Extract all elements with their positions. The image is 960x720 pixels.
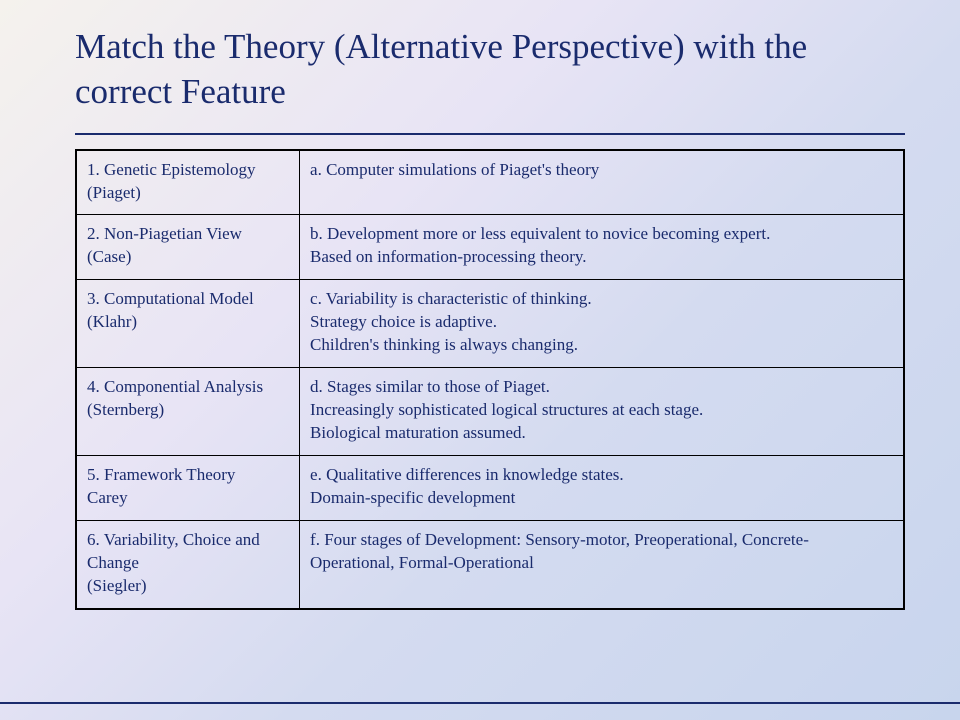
table-row: 6. Variability, Choice and Change(Siegle… xyxy=(76,520,904,608)
feature-cell: a. Computer simulations of Piaget's theo… xyxy=(300,150,904,215)
theory-feature-table: 1. Genetic Epistemology (Piaget) a. Comp… xyxy=(75,149,905,610)
theory-cell: 3. Computational Model(Klahr) xyxy=(76,280,300,368)
feature-cell: e. Qualitative differences in knowledge … xyxy=(300,455,904,520)
slide-title: Match the Theory (Alternative Perspectiv… xyxy=(75,25,905,115)
table-row: 4. Componential Analysis(Sternberg) d. S… xyxy=(76,368,904,456)
title-divider xyxy=(75,133,905,135)
feature-cell: d. Stages similar to those of Piaget.Inc… xyxy=(300,368,904,456)
theory-cell: 5. Framework TheoryCarey xyxy=(76,455,300,520)
bottom-divider xyxy=(0,702,960,704)
table-row: 5. Framework TheoryCarey e. Qualitative … xyxy=(76,455,904,520)
table-row: 1. Genetic Epistemology (Piaget) a. Comp… xyxy=(76,150,904,215)
table-row: 3. Computational Model(Klahr) c. Variabi… xyxy=(76,280,904,368)
table-body: 1. Genetic Epistemology (Piaget) a. Comp… xyxy=(76,150,904,609)
theory-cell: 1. Genetic Epistemology (Piaget) xyxy=(76,150,300,215)
slide: Match the Theory (Alternative Perspectiv… xyxy=(0,0,960,640)
theory-cell: 4. Componential Analysis(Sternberg) xyxy=(76,368,300,456)
feature-cell: b. Development more or less equivalent t… xyxy=(300,215,904,280)
theory-cell: 6. Variability, Choice and Change(Siegle… xyxy=(76,520,300,608)
feature-cell: f. Four stages of Development: Sensory-m… xyxy=(300,520,904,608)
feature-cell: c. Variability is characteristic of thin… xyxy=(300,280,904,368)
theory-cell: 2. Non-Piagetian View(Case) xyxy=(76,215,300,280)
table-row: 2. Non-Piagetian View(Case) b. Developme… xyxy=(76,215,904,280)
